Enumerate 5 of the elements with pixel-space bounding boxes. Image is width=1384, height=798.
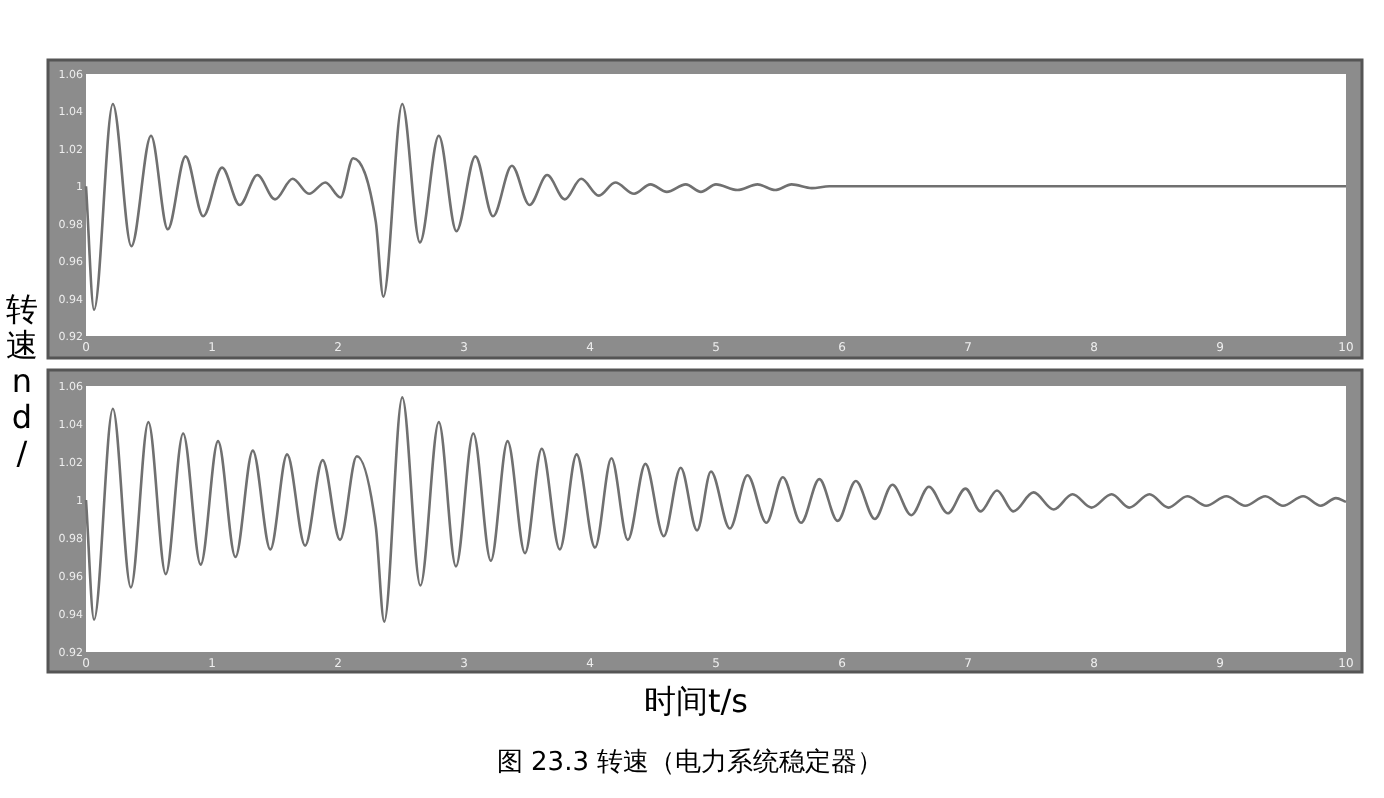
line-series [84,396,1348,623]
line-series [84,102,1348,312]
x-axis-title: 时间t/s [644,682,748,720]
y-axis-title: 转速nd/ [6,290,38,472]
caption: 图 23.3 转速（电力系统稳定器） [496,748,884,778]
